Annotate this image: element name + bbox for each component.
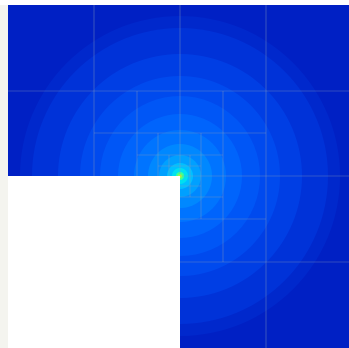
top-margin [0, 0, 349, 5]
cutout [8, 176, 180, 348]
mesh [8, 5, 349, 348]
